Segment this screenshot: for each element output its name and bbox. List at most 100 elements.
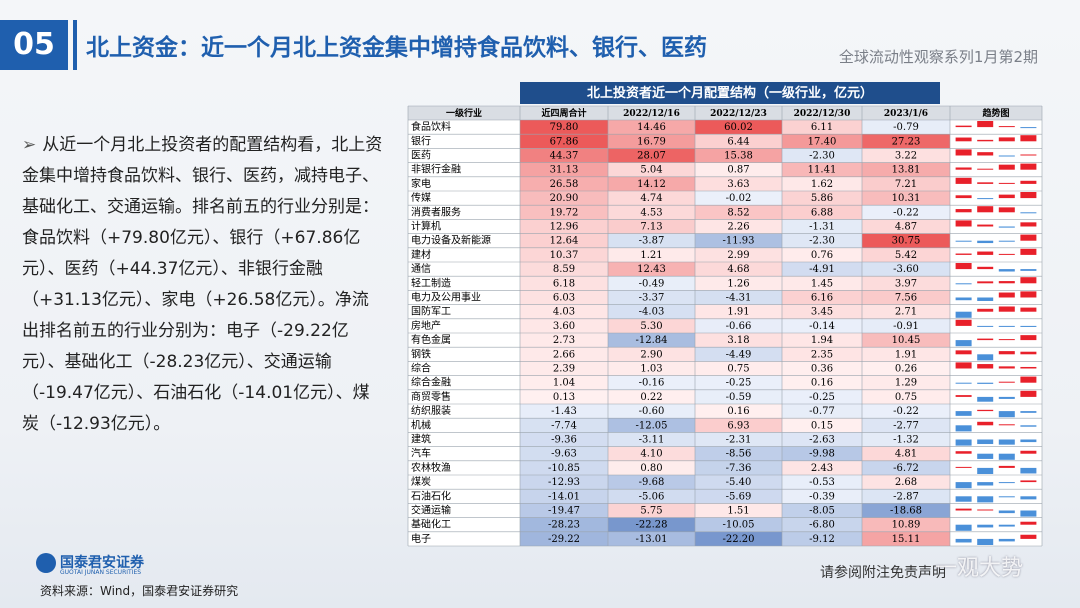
trend-bar <box>1020 376 1037 383</box>
cell-bg <box>608 176 695 191</box>
cell-bg <box>782 475 862 490</box>
cell-value: 5.75 <box>640 506 662 517</box>
cell-value: 1.91 <box>727 307 749 318</box>
cell-bg <box>782 531 862 546</box>
trend-bar <box>977 224 994 227</box>
cell-bg <box>695 375 782 390</box>
bullet-block: ➢ 从近一个月北上投资者的配置结构看，北上资金集中增持食品饮料、银行、医药，减持电… <box>22 135 383 434</box>
cell-bg <box>782 318 862 333</box>
cell-value: 4.68 <box>727 264 749 275</box>
trend-bar <box>1020 325 1037 327</box>
trend-bar <box>1020 291 1037 298</box>
cell-bg <box>695 120 782 135</box>
cell-value: 1.62 <box>811 179 833 190</box>
trend-bar <box>1020 248 1037 255</box>
cell-bg <box>608 318 695 333</box>
trend-bar <box>998 439 1015 445</box>
cell-value: 7.56 <box>895 293 917 304</box>
cell-bg <box>608 432 695 447</box>
cell-bg <box>862 517 950 532</box>
trend-bar <box>1020 390 1037 397</box>
cell-value: -0.22 <box>893 207 919 218</box>
cell-value: 30.75 <box>892 236 921 247</box>
cell-value: 8.59 <box>553 264 575 275</box>
trend-bar <box>977 354 994 361</box>
cell-value: -5.06 <box>639 491 665 502</box>
trend-bar <box>977 266 994 270</box>
cell-value: 3.60 <box>553 321 575 332</box>
cell-bg <box>520 318 608 333</box>
cell-bg <box>520 347 608 362</box>
trend-bar <box>998 182 1015 184</box>
cell-value: -6.72 <box>893 463 919 474</box>
industry-name: 综合金融 <box>411 376 451 389</box>
cell-bg <box>862 489 950 504</box>
cell-bg <box>520 219 608 234</box>
trend-bar <box>955 524 972 531</box>
trend-bar <box>955 439 972 446</box>
cell-bg <box>862 304 950 319</box>
cell-bg <box>782 489 862 504</box>
trend-bar <box>998 538 1015 542</box>
cell-value: 6.44 <box>727 136 749 147</box>
cell-bg <box>782 290 862 305</box>
cell-value: 3.45 <box>811 307 833 318</box>
trend-bar <box>998 396 1015 399</box>
cell-value: -4.49 <box>726 349 752 360</box>
cell-value: 0.75 <box>895 392 917 403</box>
cell-value: -9.98 <box>809 449 835 460</box>
industry-name: 电力及公用事业 <box>411 291 481 304</box>
cell-value: 7.13 <box>640 222 662 233</box>
cell-value: 1.04 <box>553 378 575 389</box>
trend-bar <box>998 194 1015 199</box>
cell-value: 6.88 <box>811 207 833 218</box>
cell-value: 2.68 <box>895 477 917 488</box>
cell-value: 60.02 <box>724 122 753 133</box>
trend-bar <box>955 311 972 318</box>
cell-bg <box>862 446 950 461</box>
cell-bg <box>520 432 608 447</box>
trend-bar <box>977 396 994 402</box>
cell-bg <box>608 148 695 163</box>
cell-value: 3.22 <box>895 151 917 162</box>
table-title-bar <box>520 82 940 104</box>
cell-bg <box>862 418 950 433</box>
cell-value: 14.12 <box>637 179 666 190</box>
cell-value: 1.51 <box>727 506 749 517</box>
cell-value: 79.80 <box>550 122 579 133</box>
cell-value: -0.79 <box>893 122 919 133</box>
cell-value: -0.59 <box>726 392 752 403</box>
cell-bg <box>608 361 695 376</box>
trend-bar <box>998 496 1015 498</box>
cell-value: 26.58 <box>550 179 579 190</box>
trend-bar <box>998 465 1015 468</box>
cell-value: -29.22 <box>548 534 580 545</box>
trend-bar <box>1020 135 1037 142</box>
trend-bar <box>977 206 994 213</box>
trend-bar <box>955 340 972 347</box>
cell-bg <box>782 148 862 163</box>
trend-bar <box>977 297 994 301</box>
cell-bg <box>695 432 782 447</box>
trend-bar <box>955 125 972 128</box>
slide-title: 北上资金：近一个月北上资金集中增持食品饮料、银行、医药 <box>86 35 707 61</box>
trend-bar <box>1020 366 1037 369</box>
industry-name: 食品饮料 <box>411 120 451 133</box>
trend-bar <box>998 524 1015 527</box>
cell-bg <box>608 233 695 248</box>
cell-bg <box>695 531 782 546</box>
cell-bg <box>520 162 608 177</box>
cell-value: 12.64 <box>550 236 579 247</box>
trend-bar <box>977 240 994 244</box>
trend-bar <box>977 496 994 503</box>
cell-bg <box>608 134 695 149</box>
cell-bg <box>520 446 608 461</box>
cell-value: -14.01 <box>548 491 580 502</box>
cell-value: 2.39 <box>553 364 575 375</box>
cell-bg <box>520 460 608 475</box>
cell-bg <box>862 205 950 220</box>
cell-bg <box>608 475 695 490</box>
column-header: 近四周合计 <box>541 107 586 119</box>
trend-bar <box>977 482 994 486</box>
cell-value: 0.16 <box>727 406 749 417</box>
